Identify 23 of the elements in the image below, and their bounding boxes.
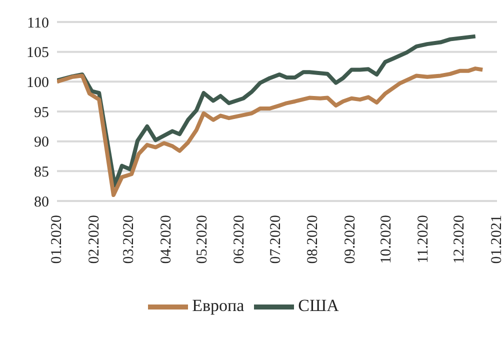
x-tick-label: 10.2020 [378, 215, 394, 264]
x-tick-label: 11.2020 [416, 215, 432, 264]
x-tick-label: 03.2020 [121, 215, 138, 264]
y-tick-label: 100 [26, 74, 49, 91]
line-series [57, 66, 485, 198]
x-tick-label: 02.2020 [86, 215, 102, 264]
y-tick-label: 90 [34, 134, 49, 151]
x-tick-label: 04.2020 [158, 215, 174, 264]
y-tick-label: 85 [34, 164, 49, 180]
legend-label: США [298, 296, 339, 315]
legend-label: Европа [192, 296, 244, 315]
x-tick-label: 05.2020 [194, 215, 210, 264]
x-tick-label: 01.2021 [489, 215, 503, 264]
x-tick-label: 12.2020 [452, 215, 468, 264]
x-tick-label: 09.2020 [342, 215, 358, 264]
y-tick-label: 105 [26, 45, 49, 62]
y-tick-label: 80 [34, 194, 49, 210]
x-tick-label: 07.2020 [268, 215, 284, 264]
x-tick-label: 08.2020 [305, 215, 322, 264]
x-tick-label: 01.2020 [49, 215, 65, 264]
y-tick-label: 110 [27, 15, 49, 32]
x-tick-label: 06.2020 [232, 215, 248, 264]
y-tick-label: 95 [34, 104, 49, 121]
